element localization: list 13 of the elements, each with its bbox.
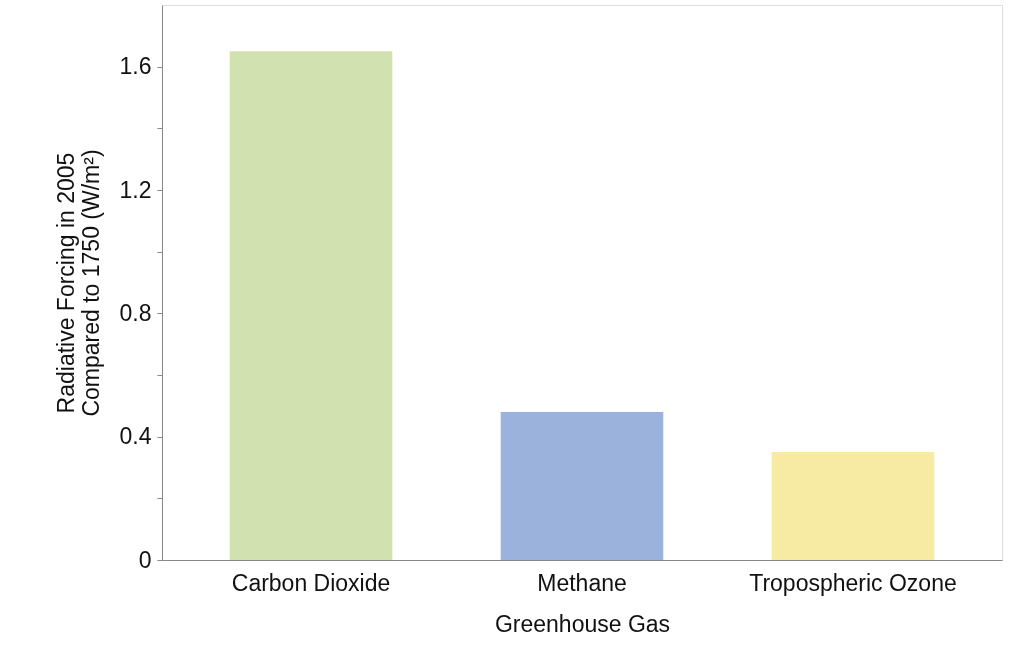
y-tick-label: 1.2 bbox=[119, 176, 152, 203]
x-axis-title: Greenhouse Gas bbox=[494, 610, 671, 637]
y-tick-label: 0.8 bbox=[119, 299, 152, 326]
y-axis-title: Radiative Forcing in 2005 Compared to 1750 (W/m²) bbox=[52, 149, 104, 417]
x-tick-label: Tropospheric Ozone bbox=[749, 569, 957, 596]
y-tick-label: 0 bbox=[138, 546, 152, 573]
bar bbox=[771, 452, 935, 560]
bar bbox=[500, 412, 664, 560]
y-tick-label: 1.6 bbox=[119, 53, 152, 80]
x-tick-label: Methane bbox=[537, 569, 627, 596]
bar bbox=[229, 51, 393, 560]
y-tick-label: 0.4 bbox=[119, 423, 152, 450]
x-tick-label: Carbon Dioxide bbox=[231, 569, 391, 596]
